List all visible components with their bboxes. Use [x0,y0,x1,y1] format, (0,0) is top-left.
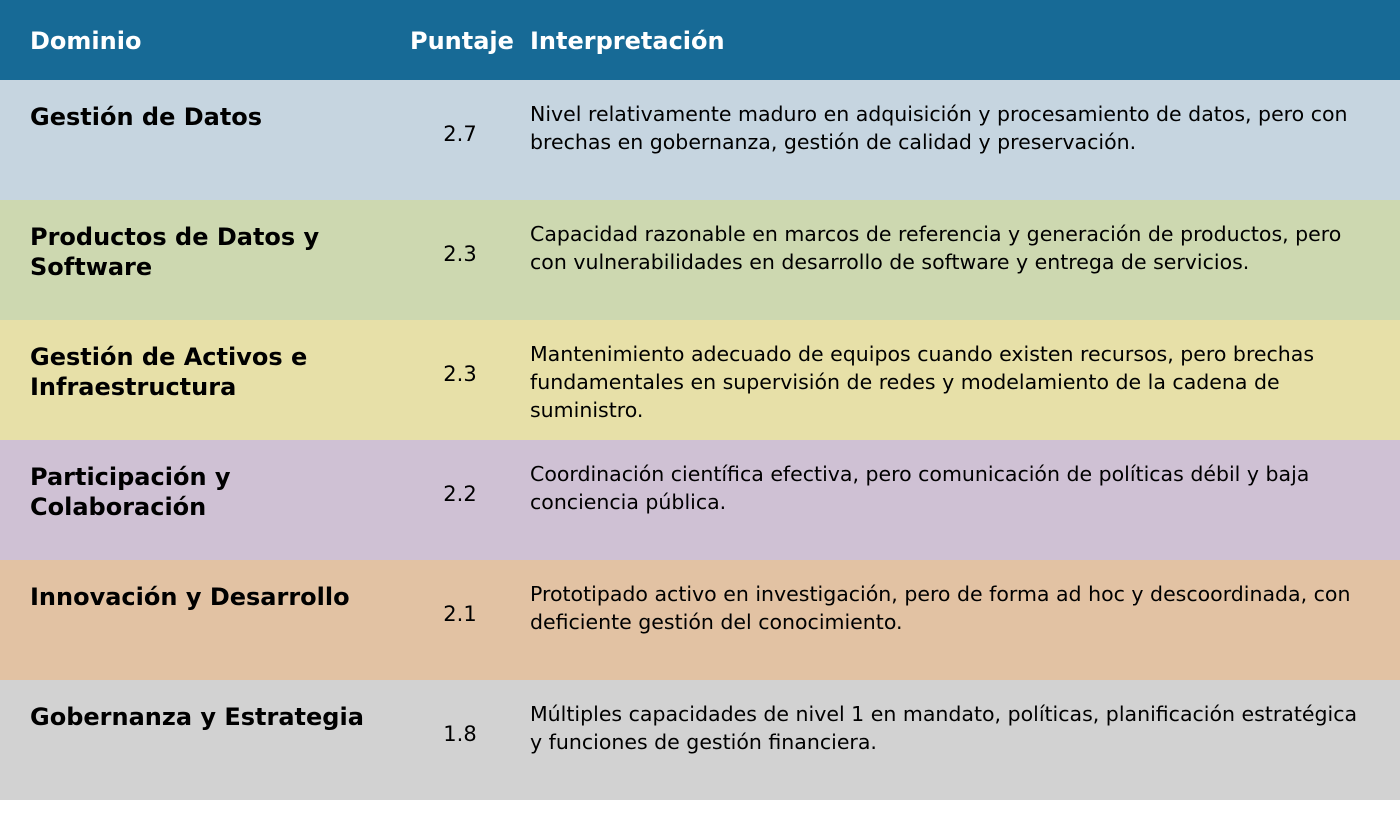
score-cell: 2.3 [443,362,477,386]
score-cell: 2.7 [443,122,477,146]
interpretation-cell: Coordinación científica efectiva, pero c… [530,462,1310,514]
interpretation-cell: Prototipado activo en investigación, per… [530,582,1351,634]
interpretation-cell: Nivel relativamente maduro en adquisició… [530,102,1348,154]
domain-cell: Productos de Datos y Software [30,223,320,281]
domain-cell: Innovación y Desarrollo [30,583,350,611]
interpretation-cell: Mantenimiento adecuado de equipos cuando… [530,342,1315,422]
score-cell: 2.1 [443,602,477,626]
table-row: Innovación y Desarrollo 2.1 Prototipado ac… [0,560,1400,680]
table-row: Gestión de Datos 2.7 Nivel relativamente m… [0,80,1400,200]
score-cell: 1.8 [443,722,477,746]
table-row: Gestión de Activos e Infraestructura 2.3 M… [0,320,1400,440]
table-row: Participación y Colaboración 2.2 Coordinac… [0,440,1400,560]
domain-cell: Gestión de Activos e Infraestructura [30,343,308,401]
score-cell: 2.2 [443,482,477,506]
table-row: Gobernanza y Estrategia 1.8 Múltiples capa… [0,680,1400,800]
domain-cell: Gobernanza y Estrategia [30,703,364,731]
interpretation-cell: Capacidad razonable en marcos de referen… [530,222,1342,274]
header-cell: Dominio [30,27,142,55]
interpretation-cell: Múltiples capacidades de nivel 1 en mand… [530,702,1358,754]
table-row: Productos de Datos y Software 2.3 Capacida… [0,200,1400,320]
header-cell: Interpretación [530,27,725,55]
domain-cell: Gestión de Datos [30,103,263,131]
score-cell: 2.3 [443,242,477,266]
table-header: Dominio Puntaje Interpretación [0,0,1400,80]
domain-cell: Participación y Colaboración [30,463,231,521]
header-cell: Puntaje [410,27,514,55]
